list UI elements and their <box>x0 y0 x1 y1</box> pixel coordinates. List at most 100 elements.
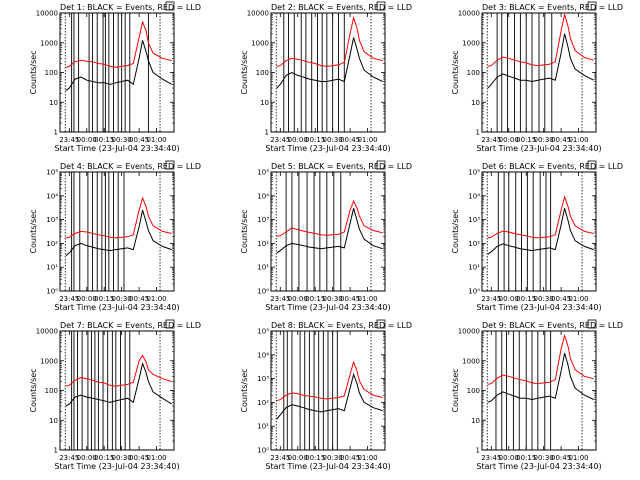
events-series-line <box>276 208 383 254</box>
x-tick-label: 00:30 <box>534 295 554 303</box>
y-tick-label: 10000 <box>247 10 269 18</box>
y-tick-label: 10² <box>468 240 480 248</box>
x-tick-label: 00:15 <box>94 136 114 144</box>
x-axis-label: Start Time (23-Jul-04 23:34:40) <box>476 303 601 312</box>
x-tick-label: 00:30 <box>323 136 343 144</box>
x-tick-label: 00:45 <box>340 454 360 462</box>
panel-title: Det 8: BLACK = Events, RED = LLD <box>271 321 412 330</box>
x-tick-label: 00:15 <box>516 454 536 462</box>
y-tick-label: 10 <box>471 417 480 425</box>
lld-series-line <box>65 196 172 239</box>
y-tick-label: 10¹ <box>257 264 269 272</box>
y-tick-label: 10⁴ <box>46 192 58 200</box>
chart-panel-5: Det 5: BLACK = Events, RED = LLD 10⁰ 10¹ 10… <box>240 160 412 312</box>
x-tick-label: 00:30 <box>112 136 132 144</box>
panel-title: Det 9: BLACK = Events, RED = LLD <box>482 321 623 330</box>
x-tick-label: 00:15 <box>305 295 325 303</box>
events-series-line <box>65 209 172 257</box>
x-tick-label: 00:30 <box>534 136 554 144</box>
y-axis-label: Counts/sec <box>29 50 38 94</box>
x-tick-label: 00:00 <box>499 295 519 303</box>
y-tick-label: 10⁵ <box>257 328 269 336</box>
x-tick-label: 00:30 <box>112 295 132 303</box>
events-series-line <box>65 40 172 91</box>
y-tick-label: 10⁴ <box>468 192 480 200</box>
y-tick-label: 1 <box>54 447 58 455</box>
x-tick-label: 23:45 <box>270 295 290 303</box>
chart-panel-2: Det 2: BLACK = Events, RED = LLD 1 10 100 10… <box>240 1 412 153</box>
y-tick-label: 10000 <box>458 10 480 18</box>
y-tick-label: 10⁰ <box>257 288 269 296</box>
y-axis-label: Counts/sec <box>29 368 38 412</box>
y-tick-label: 10¹ <box>468 264 480 272</box>
plot-frame <box>270 330 386 451</box>
x-tick-label: 00:00 <box>499 136 519 144</box>
x-tick-label: 00:45 <box>340 136 360 144</box>
y-tick-label: 1000 <box>40 357 58 365</box>
events-series-line <box>276 37 383 89</box>
x-tick-label: 00:45 <box>340 295 360 303</box>
legend-box-icon <box>165 1 175 11</box>
plot-frame <box>59 171 175 292</box>
x-tick-label: 23:45 <box>59 295 79 303</box>
lld-series-line <box>65 20 172 68</box>
y-tick-label: 10⁰ <box>468 288 480 296</box>
y-tick-label: 10² <box>46 240 58 248</box>
x-tick-label: 01:00 <box>146 136 166 144</box>
x-tick-label: 01:00 <box>146 454 166 462</box>
chart-panel-8: Det 8: BLACK = Events, RED = LLD 10⁰ 10¹ 10… <box>240 319 412 471</box>
x-tick-label: 00:00 <box>288 295 308 303</box>
panel-title: Det 3: BLACK = Events, RED = LLD <box>482 3 623 12</box>
chart-panel-1: Det 1: BLACK = Events, RED = LLD 1 10 100 10… <box>29 1 201 153</box>
plot-frame <box>270 171 386 292</box>
y-tick-label: 10 <box>49 99 58 107</box>
x-tick-label: 00:15 <box>305 454 325 462</box>
x-axis-label: Start Time (23-Jul-04 23:34:40) <box>265 303 390 312</box>
x-tick-label: 01:00 <box>357 295 377 303</box>
lld-series-line <box>276 199 383 237</box>
panel-title: Det 6: BLACK = Events, RED = LLD <box>482 162 623 171</box>
legend-box-icon <box>165 160 175 170</box>
x-tick-label: 00:45 <box>129 295 149 303</box>
x-tick-label: 00:45 <box>551 295 571 303</box>
plot-frame <box>481 171 597 292</box>
x-tick-label: 00:30 <box>534 454 554 462</box>
x-axis-label: Start Time (23-Jul-04 23:34:40) <box>54 462 179 471</box>
panel-title: Det 2: BLACK = Events, RED = LLD <box>271 3 412 12</box>
panel-title: Det 7: BLACK = Events, RED = LLD <box>60 321 201 330</box>
x-tick-label: 00:00 <box>288 136 308 144</box>
y-tick-label: 1000 <box>462 357 480 365</box>
y-tick-label: 100 <box>467 387 480 395</box>
events-series-line <box>487 208 594 255</box>
plot-frame <box>59 12 175 133</box>
y-tick-label: 10¹ <box>257 423 269 431</box>
x-tick-label: 23:45 <box>270 454 290 462</box>
chart-panel-4: Det 4: BLACK = Events, RED = LLD 10⁰ 10¹ 10… <box>29 160 201 312</box>
y-tick-label: 10⁵ <box>257 169 269 177</box>
x-tick-label: 00:45 <box>551 136 571 144</box>
y-tick-label: 10⁵ <box>468 169 480 177</box>
y-tick-label: 10000 <box>36 10 58 18</box>
x-tick-label: 01:00 <box>357 136 377 144</box>
y-tick-label: 1000 <box>251 39 269 47</box>
events-series-line <box>487 33 594 89</box>
y-tick-label: 10000 <box>458 328 480 336</box>
y-tick-label: 10⁰ <box>46 288 58 296</box>
chart-panel-7: Det 7: BLACK = Events, RED = LLD 1 10 100 10… <box>29 319 201 471</box>
x-tick-label: 23:45 <box>270 136 290 144</box>
y-axis-label: Counts/sec <box>451 50 460 94</box>
panel-title: Det 5: BLACK = Events, RED = LLD <box>271 162 412 171</box>
x-tick-label: 00:30 <box>112 454 132 462</box>
chart-panel-9: Det 9: BLACK = Events, RED = LLD 1 10 100 10… <box>451 319 623 471</box>
x-tick-label: 01:00 <box>146 295 166 303</box>
y-tick-label: 10⁵ <box>46 169 58 177</box>
x-tick-label: 23:45 <box>59 136 79 144</box>
y-tick-label: 10⁴ <box>257 192 269 200</box>
y-tick-label: 10³ <box>46 216 58 224</box>
y-tick-label: 10 <box>260 99 269 107</box>
y-tick-label: 10 <box>49 417 58 425</box>
lld-series-line <box>487 333 594 385</box>
x-tick-label: 00:15 <box>94 295 114 303</box>
x-axis-label: Start Time (23-Jul-04 23:34:40) <box>54 144 179 153</box>
